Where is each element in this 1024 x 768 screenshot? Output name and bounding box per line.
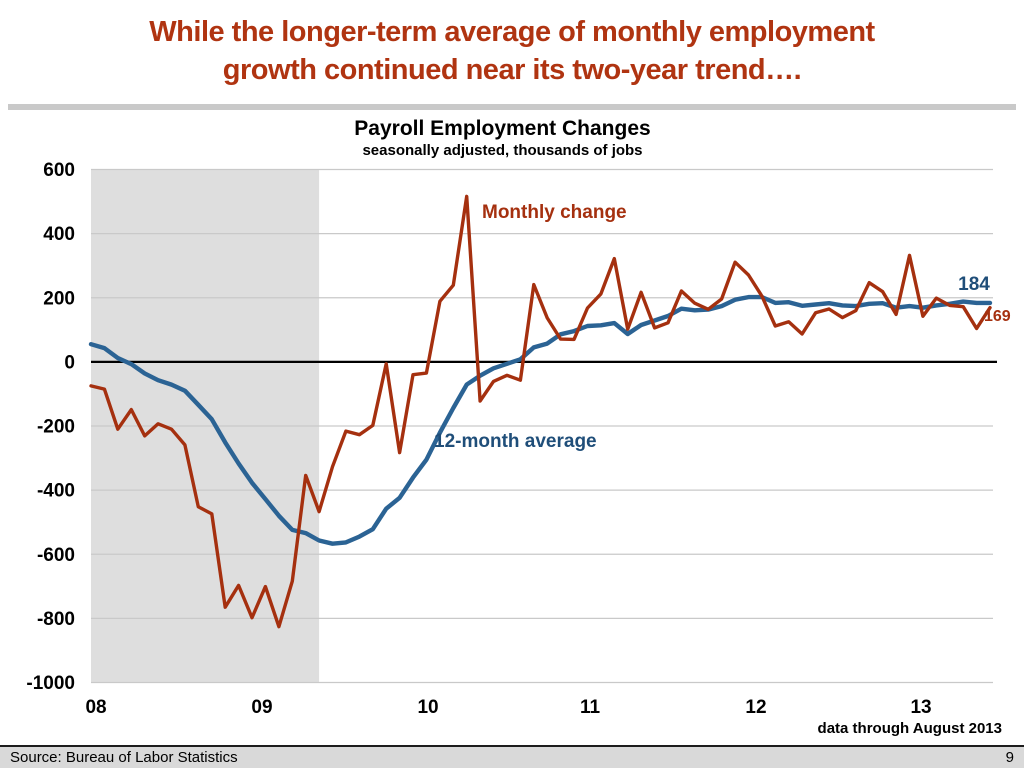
legend-12-month-average: 12-month average bbox=[434, 431, 597, 452]
y-axis-label: -400 bbox=[37, 481, 75, 502]
legend-monthly-change: Monthly change bbox=[482, 202, 627, 223]
footer-divider bbox=[0, 745, 1024, 747]
x-axis-label: 09 bbox=[251, 697, 272, 718]
y-axis-label: -200 bbox=[37, 417, 75, 438]
footer: Source: Bureau of Labor Statistics 9 bbox=[0, 747, 1024, 768]
x-axis-label: 08 bbox=[85, 697, 106, 718]
monthly-change-line bbox=[89, 194, 992, 629]
slide-title: While the longer-term average of monthly… bbox=[0, 13, 1024, 89]
slide-title-line2: growth continued near its two-year trend… bbox=[222, 54, 802, 86]
x-axis-label: 12 bbox=[745, 697, 766, 718]
y-axis-label: 200 bbox=[43, 288, 75, 309]
chart-title: Payroll Employment Changes bbox=[354, 117, 651, 140]
page-number: 9 bbox=[1005, 749, 1014, 766]
y-axis-label: -1000 bbox=[26, 673, 75, 694]
end-value-monthly-change: 169 bbox=[984, 308, 1011, 325]
x-axis-label: 13 bbox=[910, 697, 931, 718]
chart-subtitle: seasonally adjusted, thousands of jobs bbox=[362, 142, 643, 159]
slide-title-line1: While the longer-term average of monthly… bbox=[149, 16, 875, 48]
data-through-note: data through August 2013 bbox=[817, 720, 1002, 737]
x-axis-label: 10 bbox=[417, 697, 438, 718]
y-axis-label: -800 bbox=[37, 609, 75, 630]
title-divider bbox=[8, 104, 1016, 110]
twelve-month-average-line bbox=[88, 294, 993, 546]
y-axis-label: 400 bbox=[43, 224, 75, 245]
y-axis-label: 0 bbox=[64, 352, 75, 373]
x-axis-label: 11 bbox=[580, 697, 601, 718]
source-note: Source: Bureau of Labor Statistics bbox=[10, 749, 238, 766]
y-axis-label: 600 bbox=[43, 160, 75, 181]
y-axis-label: -600 bbox=[37, 545, 75, 566]
end-value-12-month-average: 184 bbox=[958, 274, 990, 295]
